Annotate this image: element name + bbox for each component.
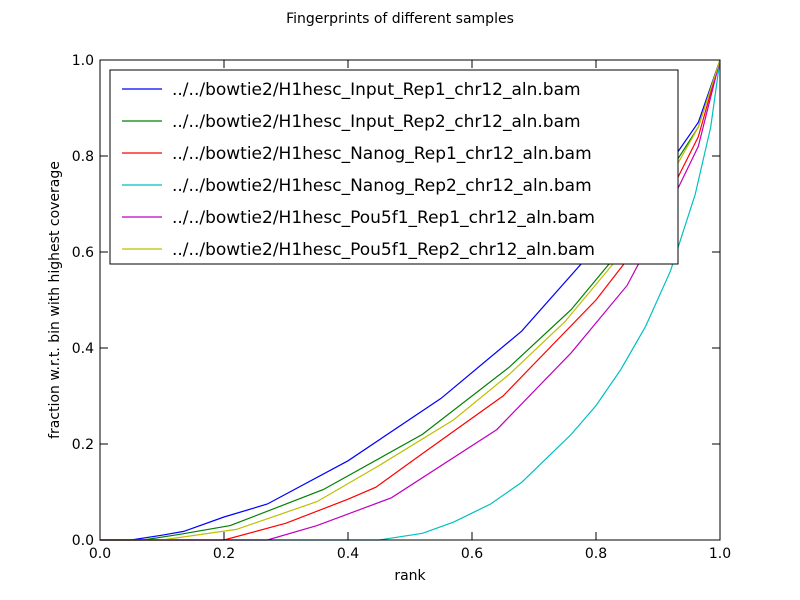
x-tick-label: 0.0 — [89, 546, 111, 562]
ticks-layer: 0.0 0.2 0.4 0.6 0.8 1.0 0.0 0.2 0.4 0.6 0.8 1.0 — [72, 53, 731, 562]
y-tick-label: 0.8 — [72, 149, 94, 165]
legend-label-5: ../../bowtie2/H1hesc_Pou5f1_Rep1_chr12_a… — [172, 208, 595, 228]
legend-label-4: ../../bowtie2/H1hesc_Nanog_Rep2_chr12_al… — [172, 176, 592, 196]
legend-label-2: ../../bowtie2/H1hesc_Input_Rep2_chr12_al… — [172, 112, 581, 132]
y-axis-label: fraction w.r.t. bin with highest coverag… — [47, 161, 63, 439]
plot-frame — [99, 59, 721, 541]
y-tick-label: 0.4 — [72, 341, 94, 357]
series-line-6 — [100, 59, 721, 541]
y-tick-label: 0.0 — [72, 533, 94, 549]
x-tick-label: 0.8 — [585, 546, 607, 562]
x-tick-label: 0.2 — [213, 546, 235, 562]
x-tick-label: 1.0 — [709, 546, 731, 562]
x-tick-label: 0.4 — [337, 546, 359, 562]
series-line-2 — [100, 59, 721, 541]
series-line-3 — [100, 59, 721, 541]
y-tick-label: 0.2 — [72, 437, 94, 453]
chart-title: Fingerprints of different samples — [286, 11, 514, 27]
legend: ../../bowtie2/H1hesc_Input_Rep1_chr12_al… — [109, 69, 679, 265]
y-tick-label: 1.0 — [72, 53, 94, 69]
series-line-4 — [100, 59, 721, 541]
y-tick-label: 0.6 — [72, 245, 94, 261]
series-layer — [100, 59, 721, 541]
series-line-5 — [100, 59, 721, 541]
legend-label-3: ../../bowtie2/H1hesc_Nanog_Rep1_chr12_al… — [172, 144, 592, 164]
legend-label-6: ../../bowtie2/H1hesc_Pou5f1_Rep2_chr12_a… — [172, 240, 595, 260]
legend-label-1: ../../bowtie2/H1hesc_Input_Rep1_chr12_al… — [172, 80, 581, 100]
legend-box — [109, 69, 679, 265]
x-axis-label: rank — [394, 568, 426, 584]
x-tick-label: 0.6 — [461, 546, 483, 562]
